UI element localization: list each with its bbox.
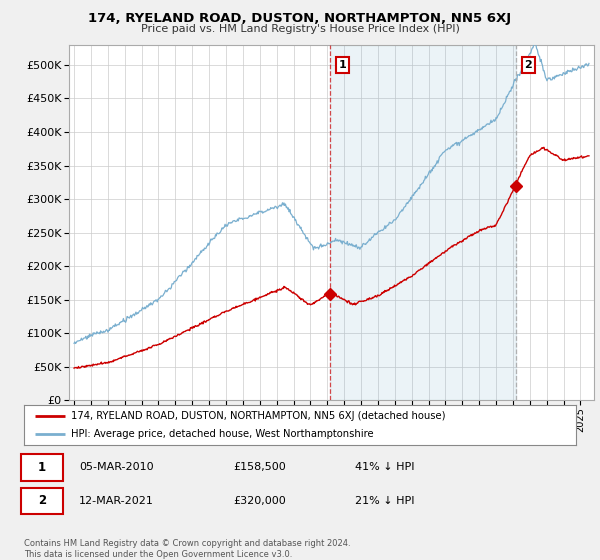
FancyBboxPatch shape — [21, 488, 62, 514]
Text: 12-MAR-2021: 12-MAR-2021 — [79, 496, 154, 506]
Text: 1: 1 — [38, 461, 46, 474]
Text: £320,000: £320,000 — [234, 496, 287, 506]
Text: 05-MAR-2010: 05-MAR-2010 — [79, 463, 154, 472]
Text: Price paid vs. HM Land Registry's House Price Index (HPI): Price paid vs. HM Land Registry's House … — [140, 24, 460, 34]
Text: 41% ↓ HPI: 41% ↓ HPI — [355, 463, 415, 472]
Text: £158,500: £158,500 — [234, 463, 287, 472]
Text: 21% ↓ HPI: 21% ↓ HPI — [355, 496, 415, 506]
Text: 2: 2 — [524, 60, 532, 70]
Text: 2: 2 — [38, 494, 46, 507]
FancyBboxPatch shape — [21, 454, 62, 480]
Text: Contains HM Land Registry data © Crown copyright and database right 2024.
This d: Contains HM Land Registry data © Crown c… — [24, 539, 350, 559]
Text: 174, RYELAND ROAD, DUSTON, NORTHAMPTON, NN5 6XJ (detached house): 174, RYELAND ROAD, DUSTON, NORTHAMPTON, … — [71, 411, 445, 421]
Text: 1: 1 — [338, 60, 346, 70]
Text: HPI: Average price, detached house, West Northamptonshire: HPI: Average price, detached house, West… — [71, 430, 374, 439]
Text: 174, RYELAND ROAD, DUSTON, NORTHAMPTON, NN5 6XJ: 174, RYELAND ROAD, DUSTON, NORTHAMPTON, … — [88, 12, 512, 25]
Bar — [330, 45, 516, 400]
